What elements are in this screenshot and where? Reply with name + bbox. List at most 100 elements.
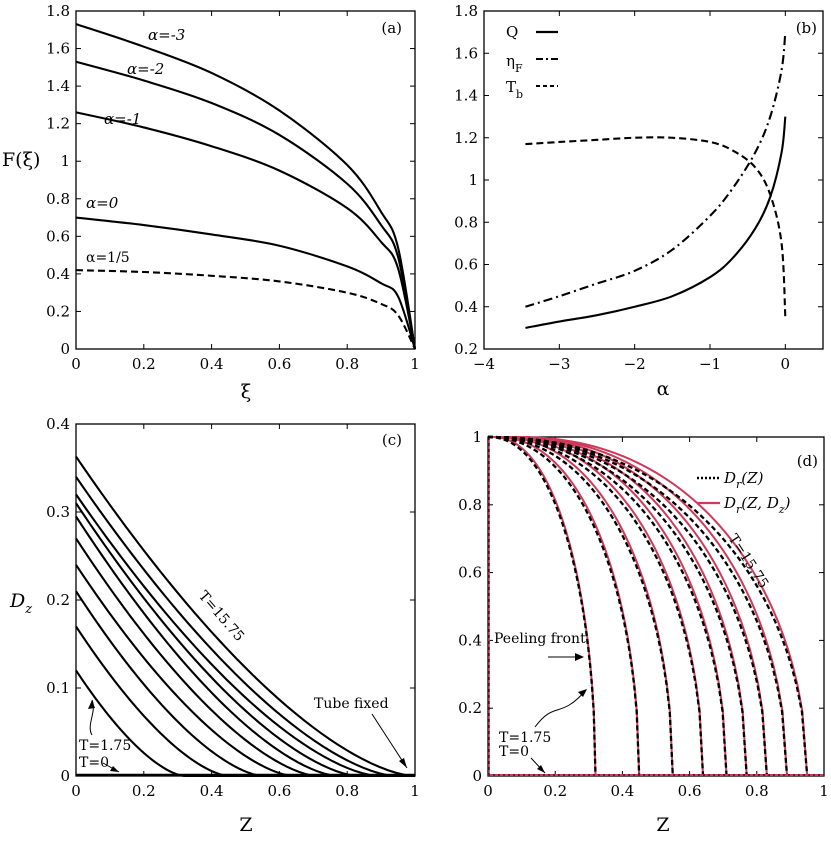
ytick-label: 1.4: [454, 87, 478, 105]
t0-arrowhead-d: [537, 765, 545, 773]
panel-c-ylabel: Dz: [9, 590, 32, 617]
xtick-label: 0.8: [745, 782, 769, 800]
ytick-label: 1: [60, 152, 70, 170]
xtick-label: 0: [71, 355, 81, 373]
legend-tb-sub: b: [516, 88, 523, 101]
xtick-label: −4: [473, 355, 495, 373]
dr-red-curve-3: [501, 436, 705, 777]
ytick-label: 0.6: [454, 256, 478, 274]
panel-b-series: [525, 32, 787, 329]
ytick-label: 1.2: [46, 115, 70, 133]
dz-curve-4: [75, 537, 415, 778]
ytick-label: 0.2: [46, 302, 70, 320]
panel-c-tag: (c): [382, 431, 402, 449]
ytick-label: 1.8: [454, 2, 478, 20]
series-line-a-0: [75, 23, 417, 350]
xtick-label: 0.2: [132, 782, 156, 800]
panel-c: 0 0.2 0.4 0.6 0.8 1 0 0.1 0.2 0.3 0.4 Z Dz (c) T=1…: [9, 415, 420, 836]
ytick-label: 0.2: [458, 699, 482, 717]
panel-a-series: [75, 23, 417, 350]
series-line-a-4: [75, 269, 416, 350]
ytick-label: 0.1: [46, 679, 70, 697]
label-alpha-minus3: α=-3: [148, 26, 185, 44]
xtick-label: 0.2: [132, 355, 156, 373]
ytick-label: 0.8: [458, 496, 482, 514]
xtick-label: 0.4: [200, 355, 224, 373]
ytick-label: 0.4: [458, 631, 482, 649]
legend-dr-zdz-main: D: [723, 494, 736, 512]
series-line-a-1: [75, 60, 417, 350]
ytick-label: 0.2: [454, 340, 478, 358]
legend-tb-main: T: [506, 78, 516, 96]
annotation-t-15-75-d: T=15.75: [725, 531, 772, 591]
ytick-label: 1.8: [46, 2, 70, 20]
dz-curve-9: [75, 455, 415, 778]
dr-red-curve-0: [492, 436, 597, 777]
ytick-label: 0: [60, 340, 70, 358]
panel-d-legend: Dr(Z) Dr(Z, Dz): [697, 469, 791, 516]
panel-d-xlabel: Z: [656, 814, 669, 836]
panel-a-ylabel: F(ξ): [2, 149, 40, 171]
xtick-label: 0.4: [200, 782, 224, 800]
dz-curve-6: [75, 502, 415, 778]
ytick-label: 0.8: [46, 190, 70, 208]
ytick-label: 0.4: [46, 415, 70, 433]
annotation-tube-fixed: Tube fixed: [314, 696, 389, 712]
ytick-label: 1.6: [46, 40, 70, 58]
legend-eta-sub: F: [515, 62, 523, 75]
xtick-label: −3: [548, 355, 570, 373]
annotation-t-1-75-d: T=1.75: [499, 730, 551, 746]
panel-c-series: [75, 455, 415, 778]
series-line-b-0: [525, 116, 787, 329]
ytick-label: 1: [472, 428, 482, 446]
panel-b: −4 −3 −2 −1 0 0.2 0.4 0.6 0.8 1 1.2 1.4 1.6 1.8 α (b)…: [454, 2, 824, 400]
t175-arrow-d: [534, 689, 587, 728]
panel-c-ylabel-sub: z: [24, 602, 32, 617]
xtick-label: 0: [781, 355, 791, 373]
panel-b-legend: Q ηF Tb: [506, 23, 558, 101]
legend-q-label: Q: [506, 23, 518, 41]
xtick-label: 1: [410, 782, 420, 800]
series-line-b-2: [525, 136, 787, 318]
dr-black-curve-6: [487, 435, 769, 777]
legend-dr-zdz-label: Dr(Z, Dz): [723, 494, 791, 516]
series-line-b-1: [525, 32, 787, 308]
legend-dr-zdz-args-end: ): [784, 494, 791, 512]
panel-c-ylabel-main: D: [9, 590, 25, 612]
ytick-label: 0.3: [46, 503, 70, 521]
dz-curve-1: [75, 625, 415, 778]
xtick-label: 0: [483, 782, 493, 800]
dz-curve-5: [75, 515, 415, 778]
annotation-t-15-75-c: T=15.75: [195, 588, 247, 645]
panel-b-ticks: −4 −3 −2 −1 0 0.2 0.4 0.6 0.8 1 1.2 1.4 1.6 1.8: [454, 2, 823, 373]
dr-black-curve-5: [487, 435, 748, 777]
dz-curve-2: [75, 590, 415, 778]
dr-black-curve-4: [487, 435, 728, 777]
panel-a-tag: (a): [381, 19, 402, 37]
t0-arrowhead-c: [110, 766, 119, 772]
panel-a: 0 0.2 0.4 0.6 0.8 1 0 0.2 0.4 0.6 0.8 1 1.2 1.4 1.6 1.8…: [2, 2, 420, 403]
tube-fixed-arrowhead: [399, 758, 407, 768]
panel-a-xlabel: ξ: [241, 381, 251, 403]
legend-dr-zdz-args-sub: z: [778, 503, 785, 516]
ytick-label: 0: [472, 767, 482, 785]
dr-red-curve-8: [516, 436, 809, 777]
ytick-label: 0.4: [454, 298, 478, 316]
xtick-label: 0.6: [267, 782, 291, 800]
ytick-label: 1: [468, 171, 478, 189]
legend-eta-main: η: [506, 52, 515, 70]
ytick-label: 1.4: [46, 77, 70, 95]
legend-dr-zdz-args: (Z, D: [741, 494, 779, 512]
panel-d-series: [487, 435, 824, 777]
xtick-label: 1: [819, 782, 829, 800]
annotation-t-0-d: T=0: [499, 744, 529, 760]
ytick-label: 0: [60, 767, 70, 785]
panel-b-tag: (b): [796, 19, 817, 37]
panel-d: 0 0.2 0.4 0.6 0.8 100.20.40.60.81 Z (d) Dr(Z)…: [458, 428, 829, 836]
ytick-label: 1.2: [454, 129, 478, 147]
tube-fixed-arrow: [371, 713, 408, 769]
annotation-peeling-front: Peeling front: [494, 631, 586, 647]
xtick-label: 0.6: [267, 355, 291, 373]
peeling-front-arrowhead: [575, 653, 584, 661]
